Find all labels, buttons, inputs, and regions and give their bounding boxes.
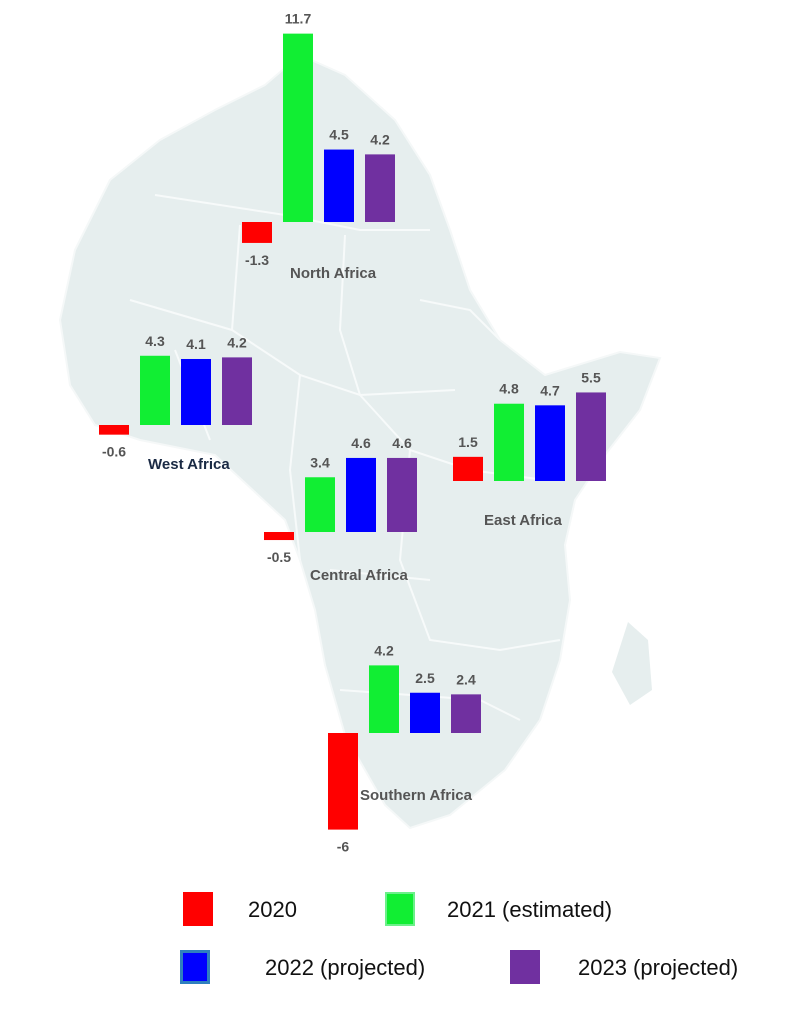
bar-east-africa-2020: [453, 456, 483, 481]
bar-east-africa-2022: [535, 405, 565, 481]
legend-label-2022: 2022 (projected): [265, 955, 426, 980]
bar-north-africa-2021: [283, 33, 313, 222]
data-label-west-africa-2022: 4.1: [186, 336, 206, 352]
data-label-southern-africa-2023: 2.4: [456, 671, 476, 687]
region-label-west-africa: West Africa: [148, 456, 230, 473]
bar-central-africa-2022: [346, 457, 376, 532]
data-label-west-africa-2023: 4.2: [227, 334, 247, 350]
region-cluster-central-africa: -0.5 3.4 4.6 4.6 Central Africa: [264, 435, 417, 584]
data-label-west-africa-2021: 4.3: [145, 333, 165, 349]
africa-map-background: [58, 53, 662, 830]
bar-north-africa-2023: [365, 154, 395, 222]
region-cluster-west-africa: -0.6 4.3 4.1 4.2 West Africa: [99, 333, 252, 473]
data-label-southern-africa-2022: 2.5: [415, 670, 435, 686]
data-label-west-africa-2020: -0.6: [102, 444, 126, 460]
bar-west-africa-2021: [140, 355, 170, 425]
data-label-north-africa-2022: 4.5: [329, 127, 349, 143]
bar-west-africa-2020: [99, 425, 129, 435]
bar-southern-africa-2021: [369, 665, 399, 733]
data-label-central-africa-2023: 4.6: [392, 435, 412, 451]
legend-swatch-2023: [510, 950, 540, 984]
data-label-east-africa-2020: 1.5: [458, 434, 478, 450]
legend-swatch-2022: [180, 950, 210, 984]
data-label-east-africa-2022: 4.7: [540, 382, 560, 398]
bar-north-africa-2022: [324, 149, 354, 222]
data-label-southern-africa-2021: 4.2: [374, 642, 394, 658]
bar-southern-africa-2023: [451, 694, 481, 733]
madagascar-shape: [612, 622, 652, 705]
bar-west-africa-2022: [181, 358, 211, 425]
data-label-southern-africa-2020: -6: [337, 839, 350, 855]
bar-east-africa-2021: [494, 403, 524, 481]
data-label-east-africa-2021: 4.8: [499, 381, 519, 397]
bar-west-africa-2023: [222, 357, 252, 425]
legend-label-2023: 2023 (projected): [578, 955, 739, 980]
legend-label-2020: 2020: [248, 897, 297, 922]
legend-swatch-2020: [183, 892, 213, 926]
legend-label-2021: 2021 (estimated): [447, 897, 613, 922]
data-label-east-africa-2023: 5.5: [581, 369, 601, 385]
data-label-north-africa-2021: 11.7: [285, 11, 312, 27]
data-label-central-africa-2021: 3.4: [310, 454, 330, 470]
data-label-north-africa-2020: -1.3: [245, 252, 269, 268]
region-label-east-africa: East Africa: [484, 512, 562, 529]
region-cluster-north-africa: -1.3 11.7 4.5 4.2 North Africa: [242, 11, 395, 282]
region-label-southern-africa: Southern Africa: [360, 787, 473, 804]
africa-map-shape: [58, 53, 662, 830]
data-label-central-africa-2022: 4.6: [351, 435, 371, 451]
legend-swatch-2021: [385, 892, 415, 926]
data-label-north-africa-2023: 4.2: [370, 131, 390, 147]
bars-layer: -1.3 11.7 4.5 4.2 North Africa -0.6 4.3 4.1 4.2 W…: [99, 11, 606, 855]
region-cluster-east-africa: 1.5 4.8 4.7 5.5 East Africa: [453, 369, 606, 529]
bar-southern-africa-2022: [410, 692, 440, 733]
region-label-central-africa: Central Africa: [310, 567, 408, 584]
region-cluster-southern-africa: -6 4.2 2.5 2.4 Southern Africa: [328, 642, 481, 855]
data-label-central-africa-2020: -0.5: [267, 549, 291, 565]
region-label-north-africa: North Africa: [290, 265, 377, 282]
bar-central-africa-2023: [387, 457, 417, 532]
bar-east-africa-2023: [576, 392, 606, 481]
bar-southern-africa-2020: [328, 733, 358, 830]
bar-north-africa-2020: [242, 222, 272, 243]
bar-central-africa-2021: [305, 477, 335, 532]
bar-central-africa-2020: [264, 532, 294, 541]
